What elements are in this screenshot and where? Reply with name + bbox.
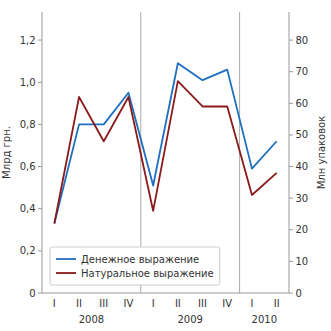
year-label: 2010 xyxy=(252,314,277,325)
x-tick-label: II xyxy=(76,298,82,309)
y-tick xyxy=(289,261,293,262)
x-tick-label: III xyxy=(198,298,207,309)
y-tick xyxy=(38,293,42,294)
chart: 200820092010IIIIIIIVIIIIIIIVIII00,20,40,… xyxy=(0,0,331,331)
legend-label: Натуральное выражение xyxy=(81,268,214,279)
x-tick-label: I xyxy=(250,298,253,309)
x-tick-label: IV xyxy=(222,298,232,309)
y-tick xyxy=(38,40,42,41)
legend: Денежное выражение Натуральное выражение xyxy=(50,247,220,285)
y-tick-label: 1,2 xyxy=(20,35,36,46)
x-axis-line xyxy=(42,293,289,294)
x-tick-label: I xyxy=(53,298,56,309)
plot-area xyxy=(54,63,276,223)
y-tick-label: 10 xyxy=(295,256,308,267)
y-tick-label: 80 xyxy=(295,35,308,46)
y-tick xyxy=(289,166,293,167)
x-tick-label: I xyxy=(152,298,155,309)
y-tick xyxy=(289,40,293,41)
y-tick-label: 40 xyxy=(295,161,308,172)
y-tick xyxy=(38,166,42,167)
y-axis-label: Млрд грн. xyxy=(1,126,12,179)
legend-swatch xyxy=(56,258,76,260)
y-tick xyxy=(289,71,293,72)
y-tick-label: 0 xyxy=(295,288,301,299)
x-tick-label: II xyxy=(175,298,181,309)
y-tick xyxy=(38,250,42,251)
y-tick-label: 70 xyxy=(295,66,308,77)
y2-axis-label: Млн упаковок xyxy=(316,116,327,190)
x-tick-label: III xyxy=(99,298,108,309)
x-tick-label: IV xyxy=(124,298,134,309)
y-tick xyxy=(289,134,293,135)
y-tick xyxy=(38,124,42,125)
y-tick-label: 0,2 xyxy=(20,245,36,256)
y-tick xyxy=(38,82,42,83)
year-label: 2009 xyxy=(177,314,202,325)
y-tick xyxy=(38,208,42,209)
y-tick-label: 50 xyxy=(295,129,308,140)
y-tick-label: 1,0 xyxy=(20,77,36,88)
y-tick xyxy=(289,103,293,104)
y-tick-label: 0 xyxy=(29,288,35,299)
y-tick-label: 0,8 xyxy=(20,119,36,130)
legend-swatch xyxy=(56,272,76,274)
series-line xyxy=(54,63,276,223)
y-tick-label: 0,6 xyxy=(20,161,36,172)
y-tick-label: 60 xyxy=(295,98,308,109)
x-tick-label: II xyxy=(274,298,280,309)
y-tick xyxy=(289,229,293,230)
y-tick-label: 20 xyxy=(295,224,308,235)
y-tick-label: 0,4 xyxy=(20,203,36,214)
legend-label: Денежное выражение xyxy=(81,254,199,265)
legend-box xyxy=(50,247,220,285)
y2-axis-line xyxy=(289,12,290,293)
year-label: 2008 xyxy=(79,314,104,325)
y-tick xyxy=(289,293,293,294)
series-line xyxy=(54,81,276,223)
y-tick xyxy=(289,198,293,199)
y-tick-label: 30 xyxy=(295,193,308,204)
